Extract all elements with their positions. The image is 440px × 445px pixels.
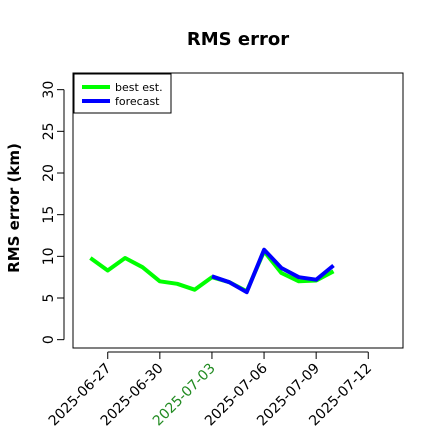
y-tick-label-30: 30 xyxy=(41,81,57,99)
legend-box xyxy=(73,73,172,114)
y-axis-label: RMS error (km) xyxy=(5,143,23,273)
y-tick-label-5: 5 xyxy=(41,294,57,303)
y-tick-label-20: 20 xyxy=(41,164,57,182)
y-axis: 0 5 10 15 20 25 30 xyxy=(41,81,65,344)
plot-area-frame xyxy=(72,72,404,349)
legend-label-forecast: forecast xyxy=(115,95,160,108)
series-line-forecast xyxy=(211,247,335,295)
series-layer xyxy=(89,247,335,295)
y-tick-label-10: 10 xyxy=(41,247,57,265)
legend-label-best-est: best est. xyxy=(115,81,163,94)
x-axis: 2025-06-272025-06-302025-07-032025-07-06… xyxy=(46,351,375,429)
chart-title: RMS error xyxy=(187,29,289,50)
y-tick-label-25: 25 xyxy=(41,122,57,140)
y-tick-label-15: 15 xyxy=(41,206,57,224)
legend: best est.forecast xyxy=(73,73,172,114)
y-tick-label-0: 0 xyxy=(41,335,57,344)
series-line-best-est xyxy=(89,249,335,294)
